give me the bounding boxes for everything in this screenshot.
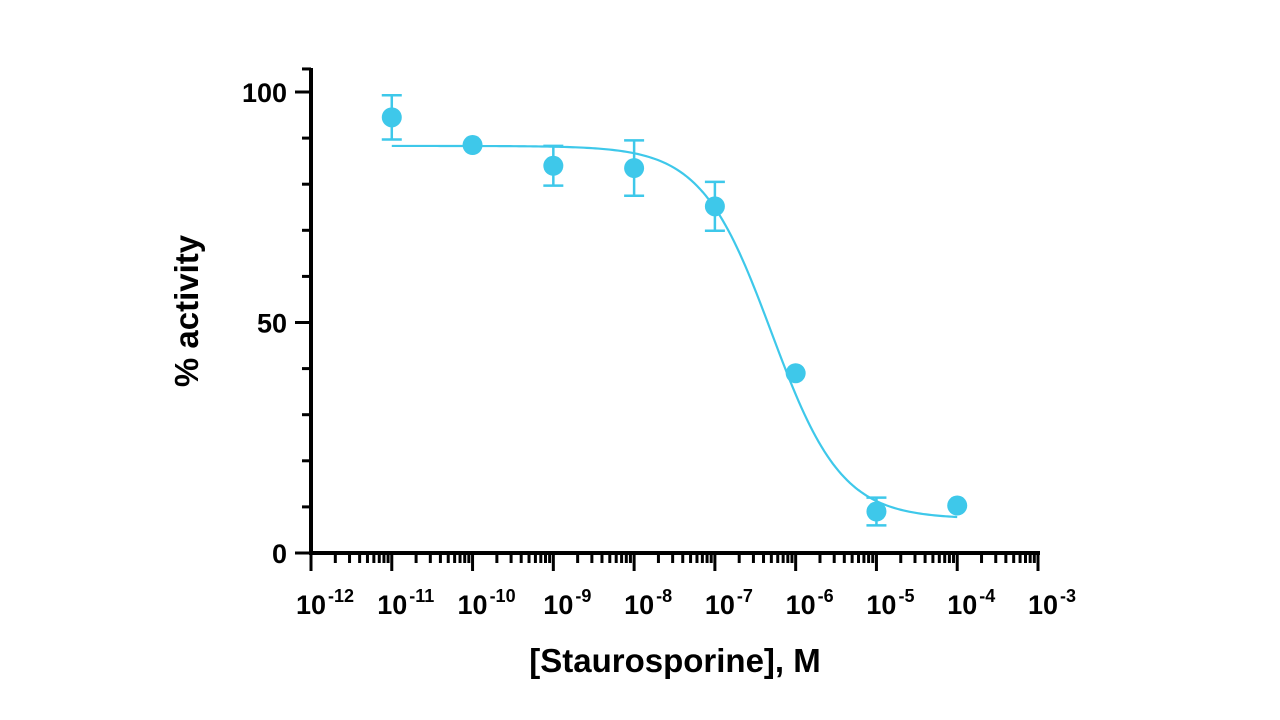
data-points-layer xyxy=(381,107,968,522)
fit-curve xyxy=(391,144,958,519)
data-point xyxy=(785,363,806,384)
x-axis-title: [Staurosporine], M xyxy=(529,642,821,679)
y-tick-label: 100 xyxy=(242,78,287,108)
x-tick-label: 10 -4 xyxy=(947,586,995,620)
data-point xyxy=(624,158,645,179)
data-point xyxy=(704,196,725,217)
y-axis-title: % activity xyxy=(168,234,205,387)
data-point xyxy=(947,495,968,516)
y-tick-label: 50 xyxy=(257,309,287,339)
x-tick-label: 10 -3 xyxy=(1028,586,1076,620)
x-tick-label: 10 -5 xyxy=(866,586,914,620)
y-tick-label: 0 xyxy=(272,539,287,569)
data-point xyxy=(381,107,402,128)
x-tick-label: 10 -7 xyxy=(705,586,753,620)
axes xyxy=(295,67,1040,571)
x-tick-label: 10 -6 xyxy=(786,586,834,620)
data-point xyxy=(543,155,564,176)
x-tick-label: 10 -8 xyxy=(624,586,672,620)
tick-labels-layer: 0 50 100 10 -12 10 -11 10 -10 10 -9 10 -8 10 -7 10 -6 10-… xyxy=(242,78,1076,620)
x-tick-label: 10 -9 xyxy=(543,586,591,620)
x-tick-label: 10 -10 xyxy=(458,586,516,620)
data-point xyxy=(866,501,887,522)
fit-curve-layer xyxy=(391,144,958,519)
data-point xyxy=(462,135,483,156)
x-tick-label: 10 -12 xyxy=(296,586,354,620)
x-tick-label: 10 -11 xyxy=(377,586,434,620)
